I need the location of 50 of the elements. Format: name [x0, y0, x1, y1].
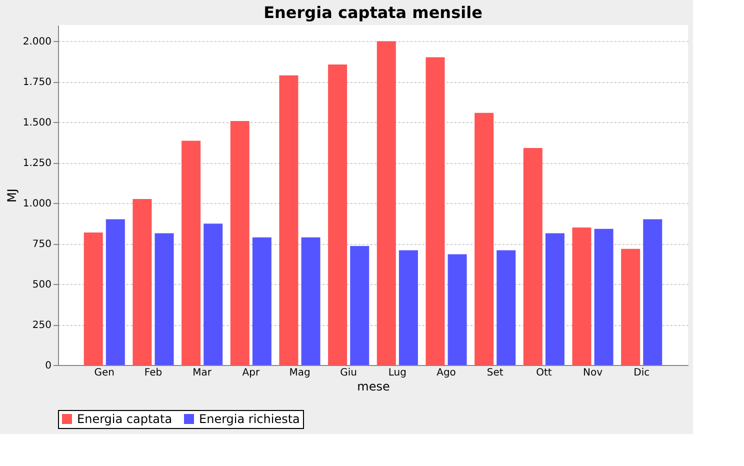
bar: [106, 219, 125, 365]
bar: [643, 219, 662, 365]
bar: [132, 199, 152, 365]
y-tick-label: 1.750: [22, 77, 52, 88]
x-tick-label: Set: [486, 368, 504, 378]
x-tick-label: Mag: [289, 368, 310, 378]
y-tick-label: 250: [32, 320, 52, 332]
bar: [204, 224, 223, 365]
bar: [523, 148, 542, 365]
bar: [376, 41, 396, 365]
bar: [621, 248, 640, 365]
x-tick-label: Ago: [436, 368, 456, 378]
legend-label: Energia captata: [77, 412, 172, 426]
bar: [398, 250, 418, 365]
y-tick-label: 2.000: [22, 36, 52, 48]
bar: [328, 64, 348, 365]
bar: [545, 233, 564, 365]
x-axis-title: mese: [357, 380, 390, 394]
x-tick-label: Gen: [94, 368, 115, 378]
bar: [572, 228, 592, 365]
y-tick-label: 0: [45, 360, 52, 372]
bar: [350, 246, 370, 365]
bar: [496, 250, 516, 365]
x-tick-label: Apr: [242, 368, 260, 378]
legend-label: Energia richiesta: [199, 412, 300, 426]
bar: [154, 233, 174, 365]
bar: [474, 112, 494, 365]
bar: [448, 254, 467, 365]
x-tick-label: Giu: [340, 368, 358, 378]
bar: [182, 140, 201, 365]
y-tick-label: 1.250: [22, 158, 52, 170]
bar: [426, 57, 445, 365]
bar: [230, 121, 250, 365]
y-tick-label: 1.000: [22, 198, 52, 210]
bar: [252, 237, 272, 365]
chart-title: Energia captata mensile: [264, 3, 483, 22]
y-axis-title: MJ: [4, 188, 19, 202]
y-tick-label: 500: [32, 280, 52, 291]
x-tick-label: Nov: [583, 368, 603, 378]
x-tick-label: Ott: [536, 368, 552, 378]
bar: [279, 75, 298, 365]
x-tick-label: Lug: [388, 368, 406, 378]
bar: [594, 228, 614, 365]
x-tick-label: Dic: [634, 368, 650, 378]
bar: [84, 232, 103, 365]
x-tick-label: Feb: [144, 368, 162, 378]
y-tick-label: 750: [32, 239, 52, 250]
y-tick-label: 1.500: [22, 118, 52, 129]
bar: [301, 237, 320, 365]
x-tick-label: Mar: [192, 368, 212, 378]
